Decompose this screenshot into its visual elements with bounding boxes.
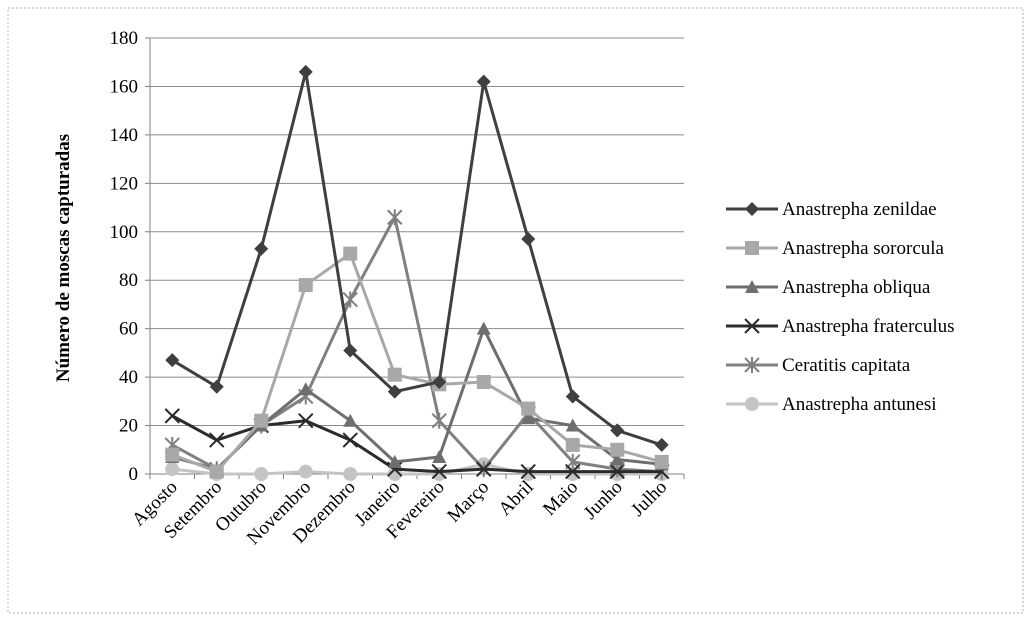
data-point bbox=[565, 437, 580, 452]
series-lines bbox=[164, 64, 670, 481]
data-point bbox=[298, 64, 313, 79]
data-point bbox=[343, 413, 358, 427]
series-1 bbox=[165, 246, 669, 479]
y-tick-label: 120 bbox=[110, 173, 139, 194]
legend-label: Ceratitis capitata bbox=[782, 355, 911, 376]
data-point bbox=[654, 437, 669, 452]
legend-label: Anastrepha sororcula bbox=[782, 238, 945, 259]
legend-item: Ceratitis capitata bbox=[726, 355, 911, 376]
data-point bbox=[432, 467, 447, 481]
series-line bbox=[171, 327, 662, 471]
data-point bbox=[165, 447, 180, 462]
legend-label: Anastrepha antunesi bbox=[782, 394, 937, 415]
legend-marker bbox=[745, 280, 759, 293]
series-line bbox=[171, 70, 663, 447]
y-tick-label: 0 bbox=[129, 464, 139, 485]
y-tick-label: 80 bbox=[119, 270, 138, 291]
data-point bbox=[476, 74, 491, 89]
data-point bbox=[343, 343, 358, 358]
chart-frame bbox=[7, 7, 1024, 614]
data-point bbox=[387, 367, 402, 382]
gridlines bbox=[150, 37, 684, 427]
data-point bbox=[254, 467, 269, 481]
data-point bbox=[610, 452, 625, 466]
data-point bbox=[165, 462, 180, 477]
series-line bbox=[171, 252, 663, 474]
y-tick-label: 180 bbox=[110, 28, 139, 49]
legend-item: Anastrepha sororcula bbox=[726, 238, 945, 259]
data-point bbox=[342, 432, 358, 448]
data-point bbox=[610, 442, 625, 457]
legend-item: Anastrepha obliqua bbox=[726, 277, 931, 298]
data-point bbox=[387, 454, 402, 468]
data-point bbox=[476, 374, 491, 389]
data-point bbox=[209, 464, 224, 479]
data-point bbox=[387, 384, 402, 399]
data-point bbox=[298, 413, 314, 429]
legend-label: Anastrepha zenildae bbox=[782, 199, 937, 220]
data-point bbox=[343, 246, 358, 261]
data-point bbox=[565, 418, 580, 432]
data-point bbox=[431, 412, 447, 429]
data-point bbox=[432, 450, 447, 464]
y-tick-label: 160 bbox=[110, 76, 139, 97]
legend-marker bbox=[745, 397, 759, 411]
data-point bbox=[521, 401, 536, 416]
legend-marker bbox=[745, 241, 759, 255]
data-point bbox=[521, 467, 536, 481]
legend-label: Anastrepha obliqua bbox=[782, 277, 931, 298]
data-point bbox=[654, 454, 669, 469]
y-tick-label: 40 bbox=[119, 367, 138, 388]
data-point bbox=[254, 241, 269, 256]
series-line bbox=[172, 462, 662, 476]
data-point bbox=[565, 389, 580, 404]
series-0 bbox=[165, 64, 669, 452]
data-point bbox=[342, 291, 358, 308]
data-point bbox=[254, 413, 269, 428]
data-point bbox=[520, 463, 536, 480]
data-point bbox=[610, 423, 625, 438]
legend-item: Anastrepha zenildae bbox=[726, 199, 937, 220]
legend-marker bbox=[745, 202, 759, 216]
legend-item: Anastrepha fraterculus bbox=[726, 316, 955, 337]
data-point bbox=[521, 232, 536, 247]
y-tick-label: 60 bbox=[119, 319, 138, 340]
legend-marker bbox=[744, 318, 760, 334]
data-point bbox=[565, 463, 581, 480]
data-point bbox=[521, 411, 536, 425]
data-point bbox=[343, 467, 358, 481]
y-axis-title: Número de moscas capturadas bbox=[53, 134, 74, 382]
y-tick-label: 140 bbox=[110, 125, 139, 146]
data-point bbox=[476, 321, 491, 335]
data-point bbox=[164, 408, 180, 424]
data-point bbox=[209, 379, 224, 394]
y-tick-label: 100 bbox=[110, 222, 139, 243]
data-point bbox=[432, 374, 447, 389]
y-tick-label: 20 bbox=[119, 416, 138, 437]
data-point bbox=[165, 353, 180, 368]
legend-item: Anastrepha antunesi bbox=[726, 394, 937, 415]
data-point bbox=[476, 461, 492, 477]
data-point bbox=[387, 209, 403, 226]
data-point bbox=[298, 382, 313, 396]
data-point bbox=[209, 432, 225, 448]
data-point bbox=[431, 463, 447, 480]
data-point bbox=[298, 464, 313, 479]
legend-marker bbox=[744, 357, 760, 373]
legend-label: Anastrepha fraterculus bbox=[782, 316, 955, 337]
data-point bbox=[298, 278, 313, 293]
legend: Anastrepha zenildae Anastrepha sororcula A… bbox=[726, 199, 955, 415]
data-point bbox=[609, 463, 625, 480]
